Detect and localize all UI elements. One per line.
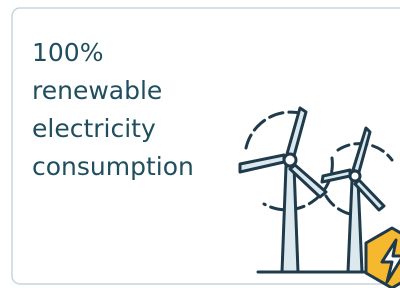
- title-line: consumption: [32, 152, 194, 181]
- title-line: 100%: [32, 38, 103, 67]
- title-line: electricity: [32, 114, 156, 143]
- card-view: 100% renewable electricity consumption: [0, 0, 400, 288]
- page: 100%renewableelectricityconsumption (() …: [0, 0, 400, 288]
- title-line: renewable: [32, 76, 162, 105]
